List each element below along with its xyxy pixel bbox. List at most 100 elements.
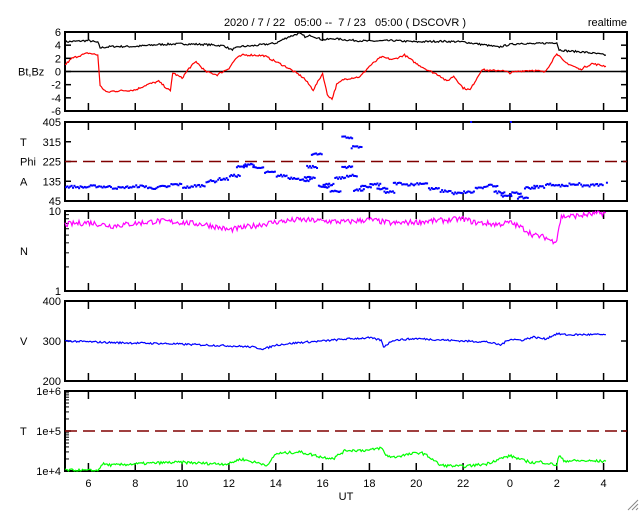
phi-point [257, 166, 260, 169]
phi-point [554, 184, 557, 187]
phi-point [597, 184, 600, 187]
phi-point [237, 174, 240, 177]
phi-point [177, 184, 180, 187]
phi-point [251, 163, 254, 166]
phi-point [339, 177, 342, 180]
phi-point [101, 186, 104, 189]
phi-point [348, 174, 351, 177]
phi-point [320, 153, 323, 156]
phi-point [130, 186, 133, 189]
phi-point [367, 186, 370, 189]
phi-point [493, 190, 496, 193]
phi-point [347, 175, 350, 178]
phi-point [107, 185, 110, 188]
phi-point [355, 188, 358, 191]
phi-point [349, 136, 352, 139]
phi-point [324, 186, 327, 189]
phi-point [228, 175, 231, 178]
resize-grip-icon[interactable] [627, 499, 639, 511]
phi-point [521, 195, 524, 198]
phi-point [383, 190, 386, 193]
phi-point [155, 187, 158, 190]
phi-point [316, 167, 319, 170]
phi-point [78, 187, 81, 190]
phi-point [411, 183, 414, 186]
phi-point [572, 183, 575, 186]
phi-point [234, 175, 237, 178]
phi-point [437, 187, 440, 190]
phi-point [503, 191, 506, 194]
phi-point [529, 187, 532, 190]
phi-point [458, 191, 461, 194]
phi-point [407, 184, 410, 187]
phi-point [489, 183, 492, 186]
phi-point [326, 186, 329, 189]
phi-point [269, 170, 272, 173]
phi-point [244, 165, 247, 168]
phi-point [114, 187, 117, 190]
phi-point [600, 183, 603, 186]
phi-point [323, 183, 326, 186]
phi-point [421, 182, 424, 185]
phi-point [500, 194, 503, 197]
phi-point [439, 190, 442, 193]
phi-point [233, 173, 236, 176]
phi-point [350, 147, 353, 150]
phi-point [235, 166, 238, 169]
phi-point [256, 167, 259, 170]
phi-point [291, 177, 294, 180]
series-t-line [64, 446, 607, 472]
phi-point [376, 187, 379, 190]
phi-point [362, 188, 365, 191]
phi-point [511, 191, 514, 194]
phi-point [73, 184, 76, 187]
phi-point [331, 184, 334, 187]
y-axis-label: V [20, 336, 28, 348]
phi-point [129, 186, 132, 189]
phi-point [454, 191, 457, 194]
phi-point [348, 165, 351, 168]
phi-point [94, 184, 97, 187]
phi-point [180, 183, 183, 186]
phi-point [133, 185, 136, 188]
phi-point [503, 194, 506, 197]
phi-point [92, 184, 95, 187]
phi-point [410, 182, 413, 185]
phi-point [170, 183, 173, 186]
phi-point [139, 184, 142, 187]
phi-point [195, 185, 198, 188]
phi-point [80, 185, 83, 188]
phi-point [594, 183, 597, 186]
phi-point [565, 184, 568, 187]
phi-point [329, 184, 332, 187]
phi-point [538, 185, 541, 188]
phi-point [420, 182, 423, 185]
phi-point [354, 189, 357, 192]
phi-point [127, 186, 130, 189]
phi-point [441, 189, 444, 192]
phi-point [82, 186, 85, 189]
phi-point [171, 183, 174, 186]
phi-point [479, 186, 482, 189]
phi-point [449, 190, 452, 193]
phi-point [323, 186, 326, 189]
y-tick-label: 1e+4 [36, 466, 61, 478]
phi-point [352, 145, 355, 148]
phi-point [186, 185, 189, 188]
phi-point [212, 179, 215, 182]
phi-point [307, 166, 310, 169]
phi-point [123, 187, 126, 190]
phi-point [182, 186, 185, 189]
phi-point [399, 182, 402, 185]
phi-point [131, 185, 134, 188]
phi-point [83, 185, 86, 188]
phi-point [299, 179, 302, 182]
y-tick-label: -4 [51, 93, 61, 105]
phi-point [389, 190, 392, 193]
phi-point [353, 189, 356, 192]
x-axis-label: UT [339, 491, 354, 503]
phi-point [178, 182, 181, 185]
y-tick-label: 1e+6 [36, 386, 61, 398]
phi-point [493, 185, 496, 188]
phi-point [523, 196, 526, 199]
